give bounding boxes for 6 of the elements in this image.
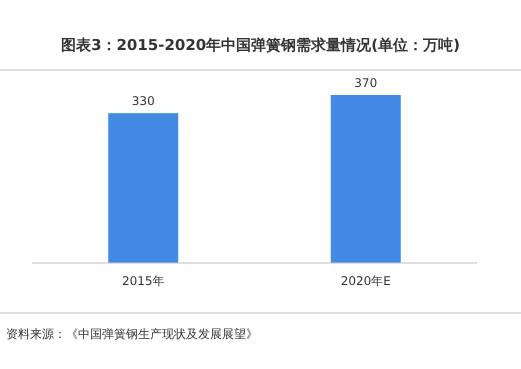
chart-title: 图表3：2015-2020年中国弹簧钢需求量情况(单位：万吨)	[61, 36, 460, 54]
x-tick-label: 2020年E	[340, 274, 391, 288]
text: 资料来源：《中国弹簧钢生产现状及发展展望》	[6, 327, 258, 341]
data-label: 370	[354, 76, 378, 90]
x-tick-label: 2015年	[122, 274, 165, 288]
data-label: 330	[132, 94, 155, 108]
